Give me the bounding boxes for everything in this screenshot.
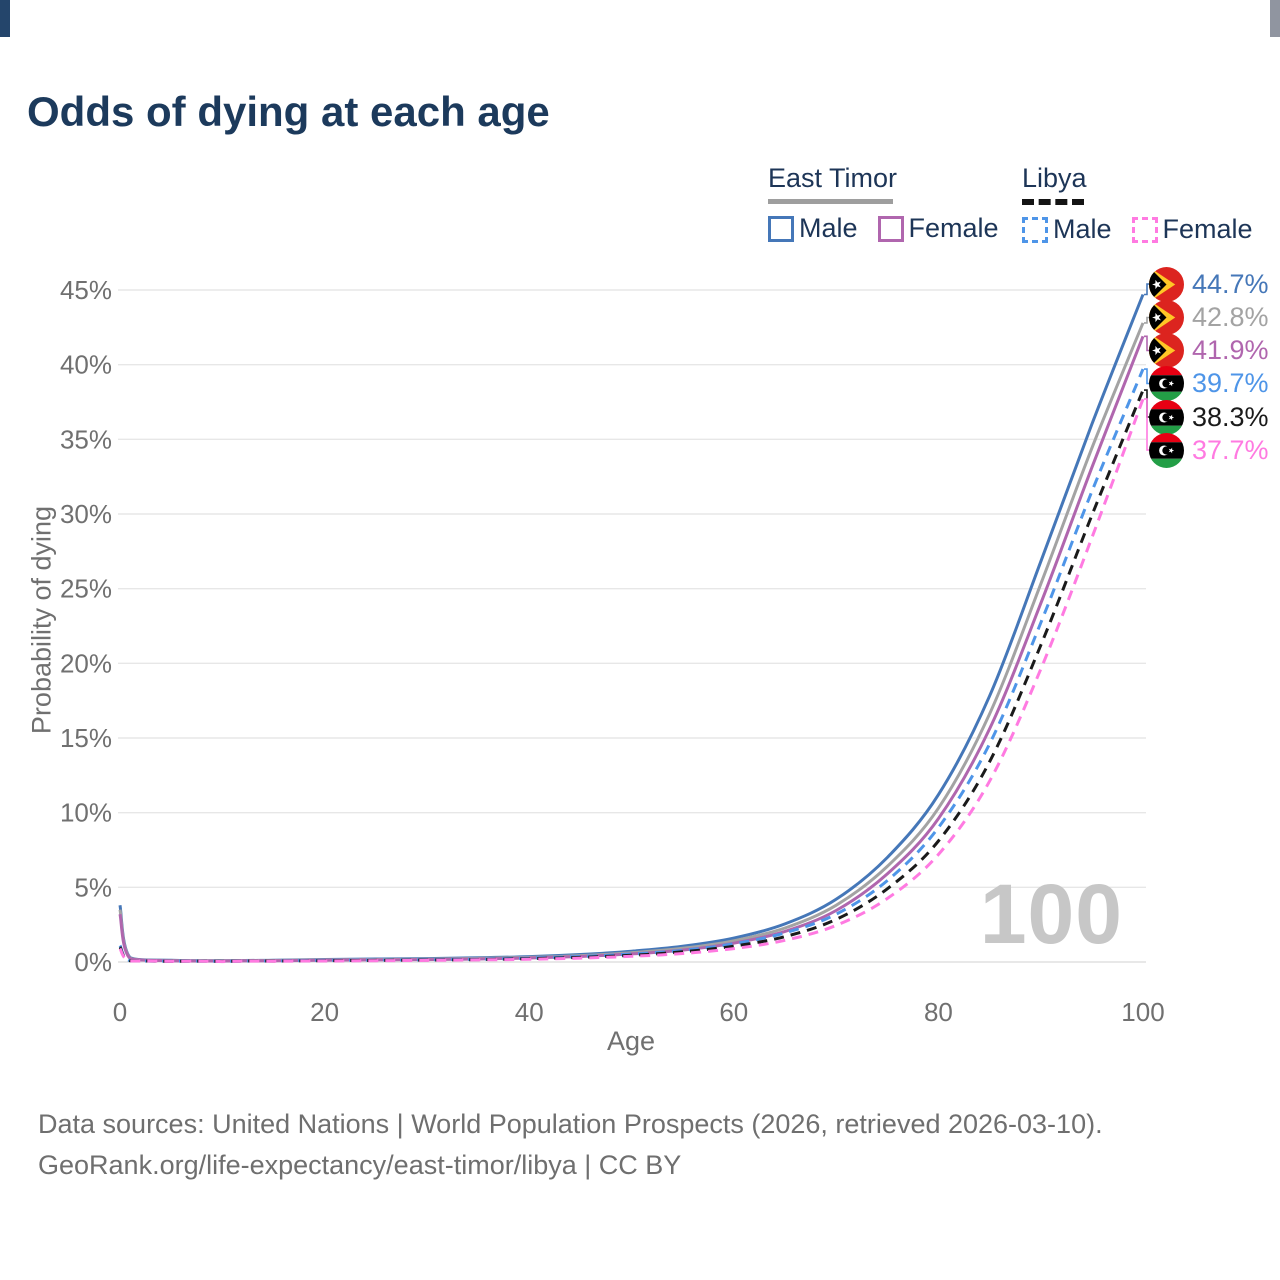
end-label-libya-male: 39.7% [1149,366,1269,401]
legend-label-east-timor-female[interactable]: Female [908,213,999,243]
footer-line-2[interactable]: GeoRank.org/life-expectancy/east-timor/l… [38,1150,682,1180]
y-tick-label: 35% [60,424,112,454]
leader-line [1144,398,1150,451]
east-timor-flag-icon [1149,333,1184,368]
y-tick-label: 5% [74,872,112,902]
leader-line [1144,335,1150,352]
legend-swatch-libya-female[interactable] [1131,216,1158,243]
y-tick-label: 20% [60,648,112,678]
end-label-east-timor-male: 44.7% [1149,267,1269,302]
legend-group-east-timor: East Timor Male Female [768,163,1019,244]
legend-swatch-east-timor-female[interactable] [877,215,904,242]
series-line-libya-female[interactable] [118,398,1145,964]
x-tick-label: 20 [310,997,339,1027]
end-label-libya-both: 38.3% [1149,400,1269,435]
y-tick-label: 30% [60,499,112,529]
legend-label-libya-male[interactable]: Male [1053,214,1112,244]
end-label-value: 42.8% [1192,302,1269,332]
x-tick-label: 60 [719,997,748,1027]
legend-label-east-timor-male[interactable]: Male [799,213,858,243]
end-label-value: 44.7% [1192,268,1269,299]
legend-linestyle-libya [1022,199,1084,205]
legend-linestyle-east-timor [768,199,893,204]
leader-line [1144,283,1150,296]
data-sources-footer: Data sources: United Nations | World Pop… [38,1104,1103,1186]
east-timor-flag-icon [1149,267,1184,302]
legend-country-east-timor[interactable]: East Timor [768,163,898,193]
age-watermark: 100 [979,867,1123,961]
y-tick-label: 0% [74,947,112,977]
corner-notch-right [1270,0,1280,37]
page-title: Odds of dying at each age [27,88,550,135]
x-tick-label: 40 [515,997,544,1027]
libya-flag-icon [1149,433,1184,468]
series-line-east-timor-male[interactable] [118,293,1145,963]
end-label-east-timor-female: 41.9% [1149,333,1269,368]
y-tick-label: 15% [60,723,112,753]
footer-line-1: Data sources: United Nations | World Pop… [38,1109,1103,1139]
x-axis-title: Age [606,1026,656,1056]
end-label-value: 41.9% [1192,335,1269,365]
x-tick-label: 80 [924,997,953,1027]
y-tick-label: 40% [60,350,112,380]
y-axis-title: Probability of dying [26,505,57,735]
end-label-east-timor-both: 42.8% [1149,300,1269,335]
y-tick-label: 10% [60,798,112,828]
end-label-value: 37.7% [1192,434,1269,465]
x-tick-label: 100 [1121,997,1164,1027]
libya-flag-icon [1149,366,1184,401]
y-tick-label: 45% [60,275,112,305]
legend-label-libya-female[interactable]: Female [1162,214,1253,244]
legend-swatch-libya-male[interactable] [1022,216,1048,243]
legend-swatch-east-timor-male[interactable] [768,215,794,242]
end-label-value: 38.3% [1192,401,1269,432]
corner-notch-left [0,0,10,37]
y-tick-label: 25% [60,574,112,604]
end-label-value: 39.7% [1192,368,1269,398]
series-line-east-timor-both-sexes[interactable] [118,322,1145,963]
libya-flag-icon [1149,400,1184,435]
legend-country-libya[interactable]: Libya [1022,163,1087,193]
x-tick-label: 0 [113,997,127,1027]
leader-line [1144,316,1150,324]
end-label-libya-female: 37.7% [1149,433,1269,468]
leader-line [1144,368,1150,385]
east-timor-flag-icon [1149,300,1184,335]
legend-group-libya: Libya Male Female [1022,163,1273,245]
